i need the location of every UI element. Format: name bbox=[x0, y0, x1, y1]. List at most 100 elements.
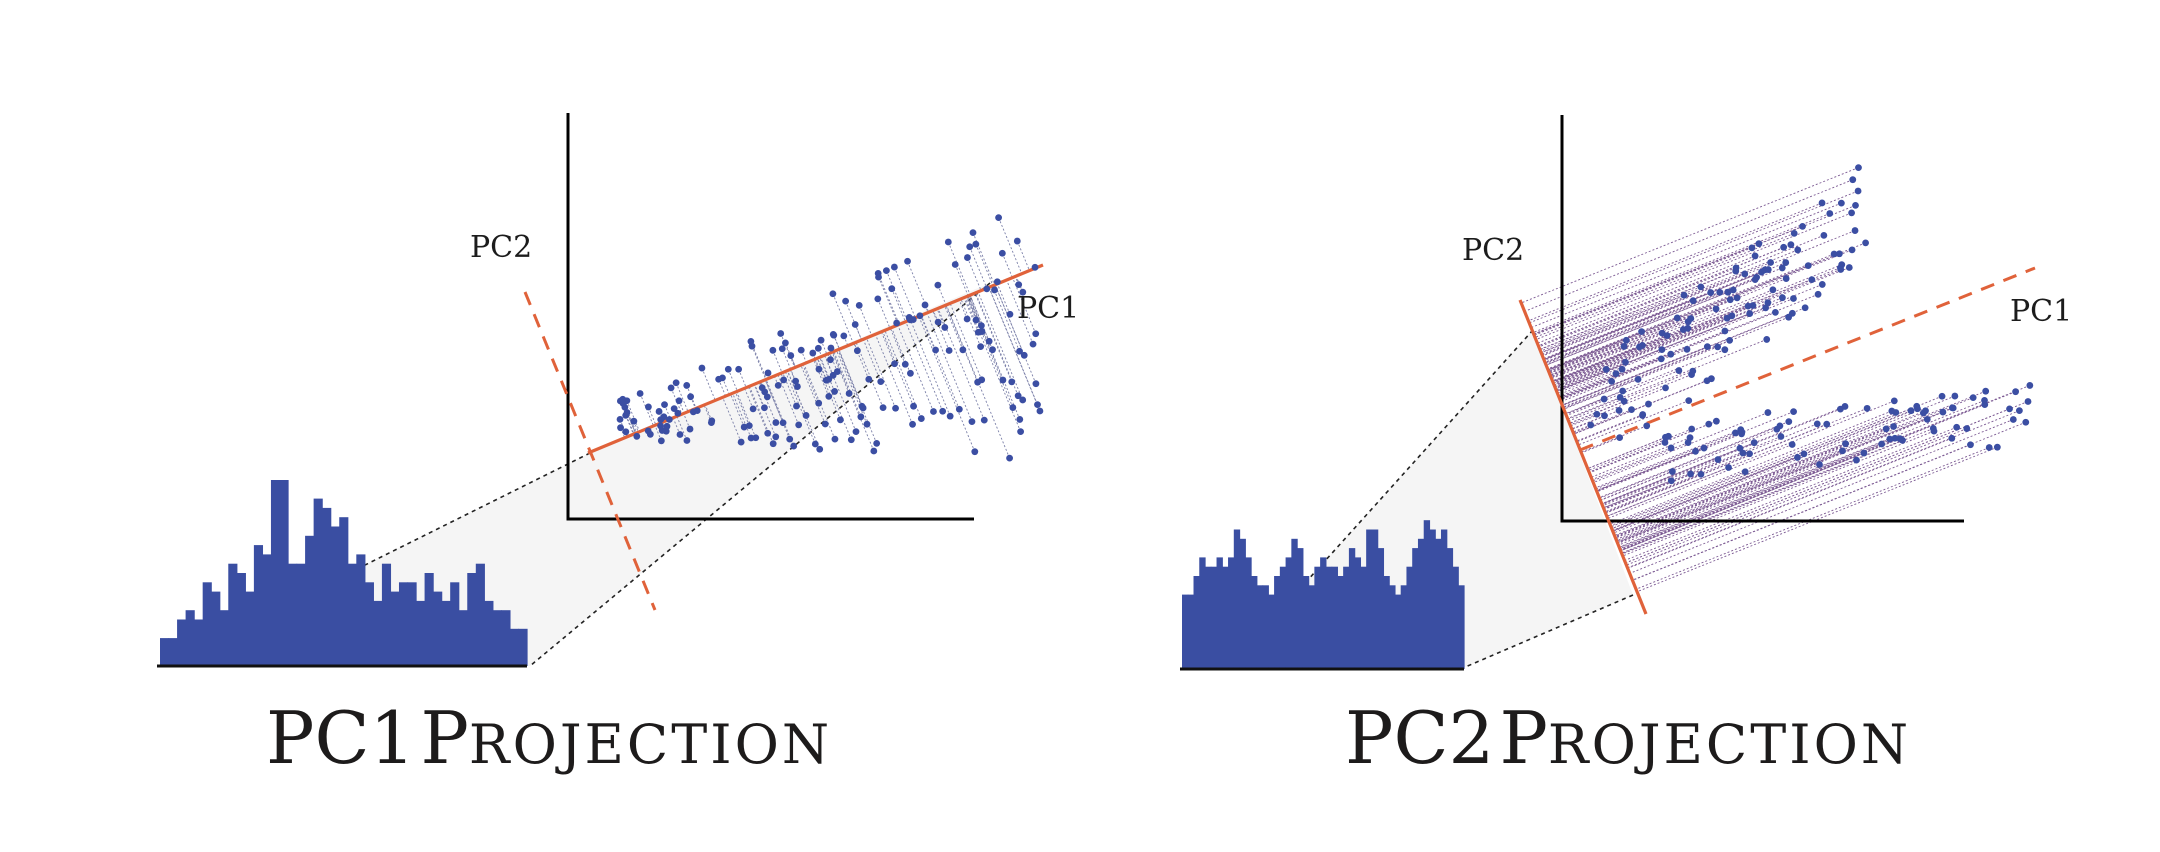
data-point bbox=[1818, 281, 1826, 288]
data-point bbox=[1692, 447, 1699, 455]
projection-line bbox=[813, 359, 830, 397]
data-point bbox=[657, 437, 665, 445]
title-2-digit: 2 bbox=[1448, 696, 1495, 780]
projection-line bbox=[1521, 167, 1859, 304]
projection-line bbox=[1612, 410, 1912, 531]
data-point bbox=[2015, 407, 2023, 415]
pc1-histogram-bar bbox=[390, 591, 400, 666]
data-point bbox=[905, 314, 913, 321]
data-point bbox=[1636, 343, 1643, 351]
pc1-projection-panel: PC2 PC1 bbox=[157, 113, 1079, 668]
projection-line bbox=[1543, 292, 1711, 360]
data-point bbox=[998, 249, 1006, 257]
projection-line bbox=[751, 346, 767, 380]
pc2-histogram-bar bbox=[1268, 594, 1275, 669]
data-point bbox=[769, 440, 777, 448]
data-point bbox=[1963, 425, 1971, 432]
data-point bbox=[1662, 384, 1669, 392]
data-point bbox=[879, 404, 887, 412]
data-point bbox=[1878, 440, 1886, 448]
data-point bbox=[1804, 262, 1812, 270]
projection-line bbox=[1545, 291, 1729, 366]
projection-line bbox=[1612, 408, 1918, 532]
projection-line bbox=[1636, 446, 1998, 593]
projection-line bbox=[831, 351, 850, 394]
pc2-histogram-bar bbox=[1337, 576, 1344, 669]
data-point bbox=[1890, 397, 1898, 405]
data-point bbox=[842, 297, 850, 305]
data-point bbox=[934, 318, 942, 326]
data-point bbox=[1785, 313, 1792, 321]
projection-line bbox=[1587, 436, 1666, 469]
projection-line bbox=[683, 413, 691, 430]
data-point bbox=[1773, 425, 1781, 433]
projection-line bbox=[1619, 443, 1882, 550]
data-point bbox=[1688, 371, 1695, 378]
projection-line bbox=[750, 341, 767, 380]
data-point bbox=[815, 365, 823, 373]
projection-line bbox=[1571, 415, 1605, 430]
pc1-histogram-bar bbox=[236, 573, 246, 666]
projection-line bbox=[1548, 299, 1731, 373]
data-point bbox=[857, 413, 865, 421]
pc2-histogram-bar bbox=[1193, 576, 1200, 669]
data-point bbox=[1020, 351, 1028, 359]
pc1-histogram-bar bbox=[416, 600, 426, 666]
data-point bbox=[1703, 343, 1711, 351]
data-point bbox=[969, 229, 977, 237]
data-point bbox=[778, 345, 786, 353]
data-point bbox=[1638, 328, 1645, 336]
data-point bbox=[1019, 396, 1027, 404]
data-point bbox=[665, 416, 673, 423]
pc1-histogram-bar bbox=[347, 563, 357, 666]
projection-line bbox=[727, 369, 738, 392]
data-point bbox=[748, 342, 756, 350]
pc1-histogram-bar bbox=[501, 610, 511, 666]
data-point bbox=[1777, 433, 1785, 440]
projection-line bbox=[1016, 240, 1030, 271]
data-point bbox=[944, 238, 952, 246]
data-point bbox=[772, 433, 780, 441]
projection-line bbox=[820, 340, 828, 355]
data-point bbox=[901, 360, 909, 368]
projection-line bbox=[992, 285, 1020, 352]
pc2-axis-line-1 bbox=[523, 291, 657, 611]
data-point bbox=[874, 269, 882, 277]
data-point bbox=[1600, 395, 1608, 403]
projection-line bbox=[972, 232, 996, 286]
pc1-histogram-bar bbox=[288, 563, 298, 666]
projection-line bbox=[891, 288, 906, 323]
data-point bbox=[1969, 394, 1977, 401]
data-point bbox=[1854, 187, 1862, 195]
projection-line bbox=[1552, 329, 1684, 383]
data-point bbox=[1849, 176, 1857, 184]
projection-line bbox=[1612, 457, 1798, 532]
data-point bbox=[774, 381, 782, 389]
data-point bbox=[1587, 421, 1595, 429]
data-point bbox=[977, 343, 985, 351]
data-point bbox=[939, 407, 947, 415]
data-point bbox=[1801, 304, 1809, 312]
data-point bbox=[1729, 286, 1737, 294]
data-point bbox=[797, 346, 805, 354]
data-point bbox=[1896, 435, 1904, 443]
data-point bbox=[827, 356, 834, 364]
data-point bbox=[1619, 387, 1627, 395]
pc1-histogram-bar bbox=[185, 610, 195, 666]
projection-line bbox=[1528, 202, 1823, 322]
data-point bbox=[1707, 289, 1715, 296]
data-point bbox=[1684, 324, 1692, 332]
data-point bbox=[1855, 164, 1862, 171]
projection-line bbox=[836, 350, 868, 425]
data-point bbox=[847, 436, 855, 444]
projection-line bbox=[722, 377, 730, 395]
projection-line bbox=[920, 315, 960, 410]
pc2-histogram-bar bbox=[1228, 557, 1235, 669]
data-point bbox=[1794, 454, 1801, 461]
projection-line bbox=[838, 349, 864, 409]
data-point bbox=[636, 390, 644, 397]
projection-line bbox=[1560, 380, 1612, 403]
projection-line bbox=[882, 331, 914, 407]
data-point bbox=[619, 400, 627, 407]
data-point bbox=[1700, 444, 1708, 452]
